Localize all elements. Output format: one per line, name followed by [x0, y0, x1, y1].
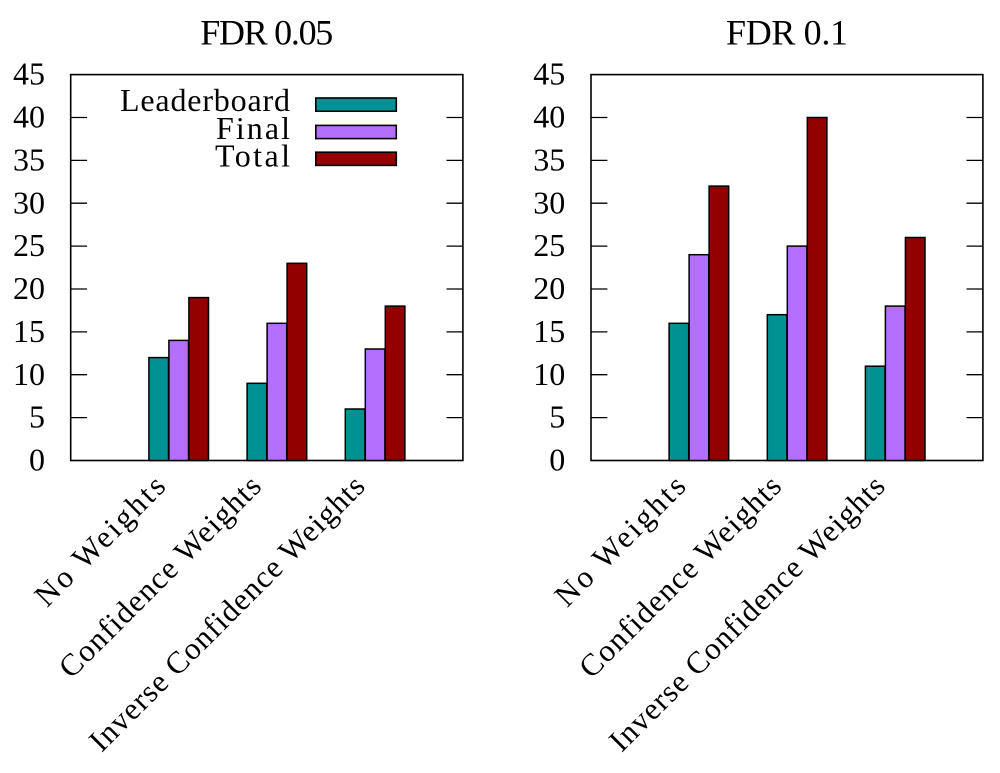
svg-text:35: 35 [533, 142, 565, 178]
svg-text:0: 0 [29, 442, 45, 478]
svg-text:10: 10 [533, 356, 565, 392]
svg-text:Leaderboard: Leaderboard [120, 82, 290, 118]
svg-text:40: 40 [13, 99, 45, 135]
svg-text:45: 45 [533, 56, 565, 92]
svg-text:5: 5 [29, 399, 45, 435]
svg-text:10: 10 [13, 356, 45, 392]
svg-text:25: 25 [13, 227, 45, 263]
svg-text:20: 20 [13, 270, 45, 306]
svg-text:25: 25 [533, 227, 565, 263]
svg-text:40: 40 [533, 99, 565, 135]
svg-text:Total: Total [215, 138, 290, 174]
svg-text:Final: Final [216, 110, 290, 146]
svg-text:FDR 0.1: FDR 0.1 [726, 12, 848, 52]
svg-text:20: 20 [533, 270, 565, 306]
svg-text:30: 30 [13, 184, 45, 220]
svg-text:5: 5 [549, 399, 565, 435]
svg-text:45: 45 [13, 56, 45, 92]
svg-text:0: 0 [549, 442, 565, 478]
svg-text:FDR 0.05: FDR 0.05 [200, 12, 333, 52]
svg-text:15: 15 [533, 313, 565, 349]
svg-text:15: 15 [13, 313, 45, 349]
svg-text:30: 30 [533, 184, 565, 220]
svg-text:35: 35 [13, 142, 45, 178]
